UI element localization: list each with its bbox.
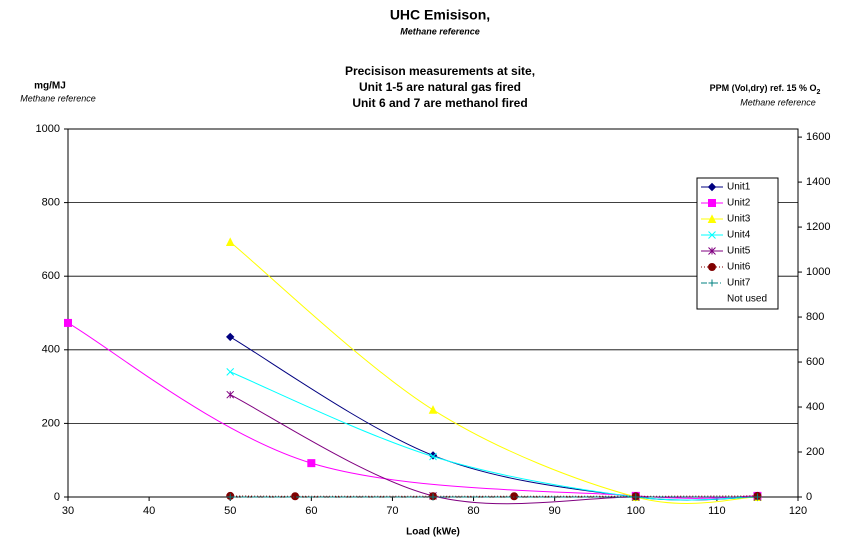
y2-tick-label: 400 xyxy=(806,401,824,413)
plot-frame xyxy=(67,128,799,498)
x-axis-label: Load (kWe) xyxy=(406,527,460,538)
y2-tick-label: 0 xyxy=(806,491,812,503)
y-tick-label: 600 xyxy=(42,270,60,282)
series-line xyxy=(230,371,758,501)
y2-axis-label-note: Methane reference xyxy=(740,97,816,107)
marker xyxy=(708,199,716,207)
marker xyxy=(510,492,519,501)
legend-label: Unit6 xyxy=(727,262,751,273)
x-tick-label: 40 xyxy=(143,505,155,517)
x-tick-label: 120 xyxy=(789,505,807,517)
marker xyxy=(226,368,235,376)
x-tick-label: 80 xyxy=(467,505,479,517)
y2-axis-label: PPM (Vol,dry) ref. 15 % O2 xyxy=(710,83,821,95)
y2-axis-label-text: PPM (Vol,dry) ref. 15 % O xyxy=(710,83,817,93)
marker xyxy=(226,493,234,501)
x-tick-label: 70 xyxy=(386,505,398,517)
marker xyxy=(753,493,761,501)
marker xyxy=(708,247,716,255)
x-tick-label: 100 xyxy=(627,505,645,517)
marker xyxy=(429,493,437,501)
marker xyxy=(429,452,437,461)
y2-tick-label: 600 xyxy=(806,356,824,368)
marker xyxy=(307,459,316,468)
x-tick-label: 60 xyxy=(305,505,317,517)
x-tick-label: 50 xyxy=(224,505,236,517)
legend-label: Unit2 xyxy=(727,198,751,209)
marker xyxy=(708,279,716,287)
y2-axis-label-sub: 2 xyxy=(816,89,820,96)
legend-label: Unit4 xyxy=(727,230,751,241)
subtitle: Unit 1-5 are natural gas fired xyxy=(359,80,521,94)
y2-tick-label: 1000 xyxy=(806,266,830,278)
y2-tick-label: 1200 xyxy=(806,221,830,233)
x-tick-label: 110 xyxy=(708,505,726,517)
y-tick-label: 200 xyxy=(42,417,60,429)
x-tick-label: 30 xyxy=(62,505,74,517)
series-line xyxy=(229,394,758,505)
x-tick-label: 90 xyxy=(549,505,561,517)
legend-label: Unit1 xyxy=(727,182,751,193)
y2-tick-label: 800 xyxy=(806,311,824,323)
y-tick-label: 0 xyxy=(54,491,60,503)
y2-tick-label: 1600 xyxy=(806,131,830,143)
series-line xyxy=(229,241,758,504)
marker xyxy=(226,332,235,342)
y-tick-label: 1000 xyxy=(36,123,60,135)
chart-title: UHC Emisison, xyxy=(390,7,490,23)
legend-label: Unit5 xyxy=(727,246,751,257)
marker xyxy=(632,493,640,501)
y2-tick-label: 1400 xyxy=(806,176,830,188)
marker xyxy=(64,318,72,327)
marker xyxy=(708,263,716,271)
marker xyxy=(291,492,300,501)
marker xyxy=(707,182,717,192)
legend-label: Unit3 xyxy=(727,214,751,225)
legend-label: Unit7 xyxy=(727,278,751,289)
y-axis-label: mg/MJ xyxy=(34,81,66,92)
marker xyxy=(707,214,717,223)
marker xyxy=(708,231,716,239)
y-tick-label: 400 xyxy=(42,344,60,356)
y2-tick-label: 200 xyxy=(806,446,824,458)
chart-title-note: Methane reference xyxy=(400,26,480,36)
series-line xyxy=(229,336,758,501)
y-tick-label: 800 xyxy=(42,197,60,209)
marker xyxy=(226,390,235,399)
y-axis-label-note: Methane reference xyxy=(20,93,96,103)
subtitle: Precisison measurements at site, xyxy=(345,64,535,78)
series-line xyxy=(67,322,758,499)
legend-note: Not used xyxy=(727,294,767,305)
subtitle: Unit 6 and 7 are methanol fired xyxy=(352,96,527,110)
marker xyxy=(428,405,438,414)
marker xyxy=(225,237,235,246)
